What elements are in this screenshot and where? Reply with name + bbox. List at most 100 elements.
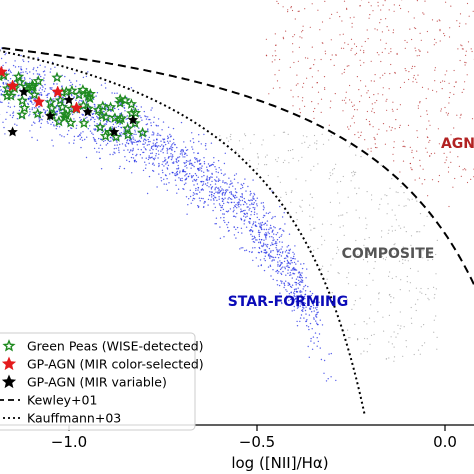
galaxy-point (277, 263, 279, 266)
galaxy-point (198, 197, 201, 199)
galaxy-point (240, 183, 242, 185)
galaxy-point (41, 89, 43, 91)
galaxy-point (235, 204, 237, 206)
galaxy-point (170, 144, 173, 146)
galaxy-point (398, 260, 401, 262)
galaxy-point (277, 251, 279, 253)
galaxy-point (405, 340, 407, 342)
galaxy-point (193, 184, 195, 186)
galaxy-point (230, 180, 232, 182)
galaxy-point (193, 165, 195, 168)
gp-agn-variable-star (45, 110, 56, 121)
galaxy-point (93, 121, 96, 123)
galaxy-point (200, 143, 202, 145)
galaxy-point (434, 69, 436, 71)
galaxy-point (110, 136, 112, 139)
galaxy-point (457, 48, 459, 50)
galaxy-point (195, 187, 197, 190)
galaxy-point (61, 135, 63, 137)
galaxy-point (400, 325, 402, 327)
galaxy-point (166, 152, 169, 154)
galaxy-point (214, 206, 216, 209)
galaxy-point (289, 274, 291, 276)
galaxy-point (166, 150, 168, 152)
galaxy-point (286, 265, 288, 267)
galaxy-point (171, 143, 174, 145)
galaxy-point (260, 202, 263, 204)
gp-agn-color-star (70, 101, 83, 114)
green-pea-star (54, 94, 66, 106)
galaxy-point (371, 110, 373, 112)
galaxy-point (364, 40, 366, 43)
galaxy-point (290, 201, 292, 203)
galaxy-point (317, 103, 319, 105)
galaxy-point (383, 330, 385, 332)
galaxy-point (310, 294, 313, 297)
galaxy-point (290, 274, 292, 276)
galaxy-point (363, 321, 365, 323)
galaxy-point (426, 113, 428, 115)
galaxy-point (238, 201, 240, 203)
galaxy-point (37, 57, 39, 59)
galaxy-point (106, 142, 109, 145)
galaxy-point (143, 146, 145, 148)
galaxy-point (292, 251, 294, 254)
galaxy-point (171, 157, 173, 159)
galaxy-point (411, 198, 413, 200)
galaxy-point (271, 243, 273, 246)
green-pea-star (92, 104, 104, 115)
galaxy-point (156, 186, 158, 188)
galaxy-point (201, 176, 203, 178)
galaxy-point (353, 16, 355, 18)
galaxy-point (215, 217, 218, 219)
galaxy-point (147, 116, 149, 118)
galaxy-point (382, 123, 385, 125)
galaxy-point (132, 141, 134, 143)
galaxy-point (375, 249, 377, 252)
galaxy-point (192, 164, 194, 166)
galaxy-point (132, 157, 135, 159)
galaxy-point (418, 177, 421, 179)
galaxy-point (382, 94, 384, 96)
galaxy-point (94, 106, 96, 108)
galaxy-point (211, 180, 213, 183)
galaxy-point (419, 32, 421, 35)
galaxy-point (288, 252, 290, 254)
galaxy-point (305, 180, 307, 182)
galaxy-point (228, 196, 230, 199)
galaxy-point (119, 103, 121, 105)
galaxy-point (153, 116, 155, 119)
galaxy-point (146, 123, 149, 125)
galaxy-point (327, 270, 329, 272)
galaxy-point (219, 186, 222, 188)
galaxy-point (240, 187, 242, 190)
galaxy-point (445, 1, 447, 3)
galaxy-point (38, 73, 40, 75)
galaxy-point (384, 143, 386, 145)
galaxy-point (124, 110, 126, 112)
green-pea-star (66, 84, 78, 96)
galaxy-point (49, 101, 52, 103)
galaxy-point (22, 71, 24, 73)
galaxy-point (363, 62, 365, 64)
galaxy-point (282, 270, 284, 273)
galaxy-point (55, 128, 57, 130)
galaxy-point (464, 81, 466, 83)
galaxy-point (262, 244, 264, 247)
galaxy-point (252, 224, 254, 226)
galaxy-point (62, 96, 64, 99)
galaxy-point (260, 245, 263, 247)
galaxy-point (167, 164, 170, 167)
galaxy-point (173, 142, 175, 144)
galaxy-point (173, 161, 175, 163)
green-pea-star (100, 111, 112, 122)
galaxy-point (268, 93, 270, 95)
galaxy-point (307, 300, 310, 302)
galaxy-point (248, 251, 251, 253)
galaxy-point (363, 52, 365, 54)
galaxy-point (234, 194, 237, 197)
galaxy-point (301, 276, 303, 279)
galaxy-point (330, 174, 332, 177)
galaxy-point (421, 345, 423, 347)
galaxy-point (287, 133, 289, 135)
